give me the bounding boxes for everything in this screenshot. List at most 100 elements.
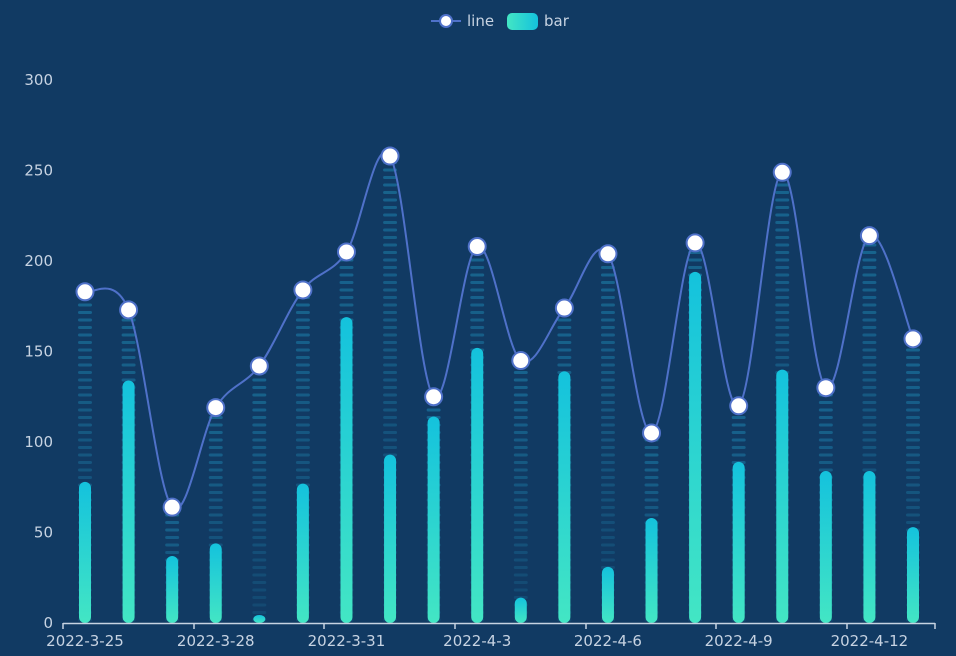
column-dash	[644, 468, 659, 472]
column-dash	[470, 273, 485, 277]
column-dash	[513, 446, 528, 449]
line-point[interactable]	[554, 298, 574, 318]
x-tick-label: 2022-3-28	[177, 632, 255, 650]
column-dash	[775, 273, 790, 277]
bar[interactable]	[166, 556, 179, 623]
column-dash	[644, 453, 659, 457]
column-dash	[600, 491, 615, 494]
bar[interactable]	[558, 371, 571, 623]
bar[interactable]	[819, 470, 832, 623]
column-dash	[252, 513, 267, 517]
column-dash	[906, 371, 920, 374]
column-dash	[862, 273, 877, 277]
column-dash	[513, 453, 528, 457]
column-dash	[383, 348, 398, 352]
column-dash	[383, 326, 398, 329]
bar[interactable]	[471, 347, 484, 623]
column-dash	[862, 281, 877, 284]
line-point[interactable]	[293, 280, 313, 300]
column-dash	[731, 453, 746, 457]
column-dash	[252, 558, 267, 562]
line-point[interactable]	[642, 423, 662, 443]
legend-bar-swatch	[507, 13, 538, 30]
column-dash	[775, 311, 790, 314]
column-dash	[731, 446, 746, 449]
column-dash	[862, 446, 877, 449]
column-dash	[383, 333, 398, 337]
bar[interactable]	[645, 518, 658, 623]
column-dash	[775, 243, 790, 247]
column-dash	[731, 423, 746, 427]
line-point[interactable]	[75, 282, 95, 302]
bar[interactable]	[514, 597, 527, 623]
column-dash	[78, 341, 92, 344]
line-point[interactable]	[598, 244, 618, 264]
column-dash	[600, 453, 615, 457]
bar[interactable]	[122, 380, 135, 623]
bar[interactable]	[732, 461, 745, 623]
line-point[interactable]	[249, 356, 269, 376]
bar[interactable]	[427, 416, 440, 623]
line-point[interactable]	[816, 378, 836, 398]
line-point[interactable]	[336, 242, 356, 262]
line-point[interactable]	[206, 398, 226, 418]
column-dash	[295, 371, 310, 374]
column-dash	[295, 401, 310, 404]
bar[interactable]	[907, 527, 919, 623]
column-dash	[513, 423, 528, 427]
line-point[interactable]	[903, 329, 923, 349]
column-dash	[339, 266, 354, 269]
bar[interactable]	[340, 317, 353, 623]
column-dash	[295, 446, 310, 449]
legend[interactable]: line bar	[431, 12, 570, 30]
column-dash	[818, 408, 833, 412]
column-dash	[208, 528, 223, 532]
line-point[interactable]	[685, 233, 705, 253]
bar[interactable]	[776, 369, 789, 623]
column-dash	[383, 303, 398, 307]
bar[interactable]	[384, 454, 397, 623]
bar[interactable]	[209, 543, 222, 623]
line-point[interactable]	[859, 226, 879, 246]
column-dash	[775, 236, 790, 239]
column-dash	[731, 438, 746, 442]
bar[interactable]	[863, 470, 876, 623]
column-dash	[862, 333, 877, 337]
column-dash	[600, 273, 615, 277]
line-point[interactable]	[119, 300, 139, 320]
line-point[interactable]	[424, 387, 444, 407]
line-point[interactable]	[467, 237, 487, 257]
column-dash	[775, 303, 790, 307]
column-dash	[252, 611, 267, 614]
line-point[interactable]	[162, 497, 182, 517]
bar[interactable]	[296, 483, 309, 623]
column-dash	[644, 446, 659, 449]
column-dash	[906, 513, 920, 517]
column-dash	[339, 311, 354, 314]
line-point[interactable]	[772, 162, 792, 182]
column-dash	[600, 386, 615, 389]
bar[interactable]	[601, 566, 614, 623]
column-dash	[862, 453, 877, 457]
column-dash	[295, 363, 310, 367]
axis-layer: 0 50 100 150 200 250 300 2022-3-25 2022-3-28 2022…	[24, 71, 936, 650]
column-dash	[513, 521, 528, 524]
column-dash	[383, 318, 398, 322]
column-dash	[557, 333, 572, 337]
column-dash	[775, 318, 790, 322]
column-dash	[383, 386, 398, 389]
column-dash	[208, 491, 223, 494]
bar[interactable]	[253, 615, 266, 623]
line-point[interactable]	[511, 351, 531, 371]
column-dash	[818, 453, 833, 457]
bar[interactable]	[79, 481, 91, 623]
column-dash	[78, 423, 92, 427]
column-dash	[78, 393, 92, 397]
line-point[interactable]	[380, 146, 400, 166]
line-point[interactable]	[729, 396, 749, 416]
column-dash	[252, 453, 267, 457]
column-dash	[862, 258, 877, 262]
x-tick-label: 2022-3-25	[46, 632, 124, 650]
bar[interactable]	[689, 271, 702, 623]
x-tick-label: 2022-4-3	[443, 632, 511, 650]
